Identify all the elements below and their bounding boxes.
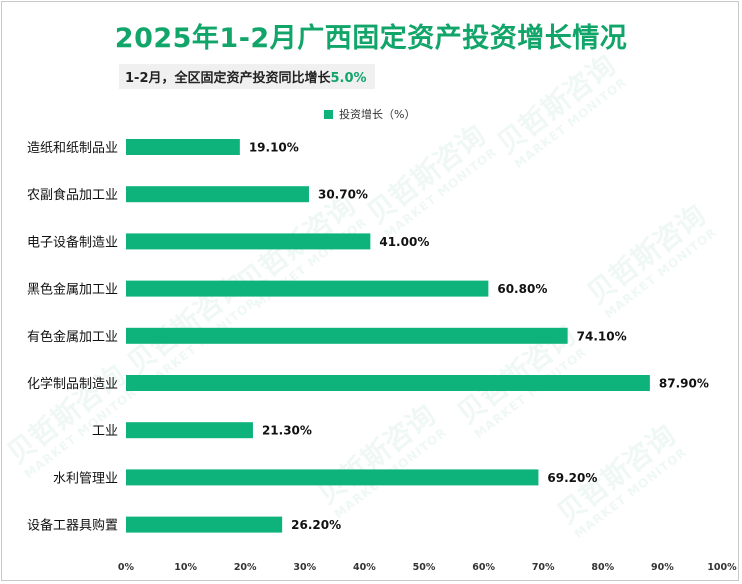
x-tick-labels: 0% 10% 20% 30% 40% 50% 60% 70% 80% 90% 100%: [118, 562, 737, 573]
data-label: 21.30%: [262, 424, 312, 438]
bar: [126, 186, 309, 203]
category-labels: 造纸和纸制品业农副食品加工业电子设备制造业黑色金属加工业有色金属加工业化学制品制…: [27, 141, 118, 534]
category-label: 工业: [92, 424, 118, 439]
category-label: 造纸和纸制品业: [27, 141, 118, 156]
bar: [126, 516, 283, 533]
bar: [126, 469, 539, 486]
subtitle-box: 1-2月，全区固定资产投资同比增长5.0%: [119, 64, 375, 89]
legend: 投资增长（%）: [324, 106, 415, 122]
bar: [126, 375, 650, 391]
category-label: 农副食品加工业: [27, 187, 118, 203]
data-label: 60.80%: [497, 282, 547, 296]
category-label: 黑色金属加工业: [27, 282, 118, 298]
category-label: 电子设备制造业: [27, 234, 118, 250]
data-label: 74.10%: [577, 329, 627, 343]
x-tick-label: 60%: [472, 562, 495, 573]
x-tick-label: 40%: [353, 562, 376, 573]
x-tick-label: 70%: [532, 562, 555, 573]
bar: [126, 280, 489, 297]
data-label: 69.20%: [547, 471, 597, 485]
value-labels: 19.10% 30.70% 41.00% 60.80% 74.10% 87.90% 21.3…: [249, 141, 709, 533]
category-label: 化学制品制造业: [27, 376, 118, 392]
x-tick-label: 90%: [651, 562, 674, 573]
bar: [126, 422, 253, 439]
legend-swatch: [324, 110, 333, 119]
x-tick-label: 30%: [293, 562, 316, 573]
chart-title: 2025年1-2月广西固定资产投资增长情况: [114, 23, 628, 54]
data-label: 30.70%: [318, 188, 368, 202]
data-label: 41.00%: [379, 235, 429, 249]
subtitle-value: 5.0%: [330, 71, 367, 86]
category-label: 水利管理业: [53, 471, 118, 486]
bars-layer: [126, 139, 650, 533]
x-tick-label: 50%: [413, 562, 436, 573]
x-tick-label: 100%: [707, 562, 737, 573]
data-label: 87.90%: [659, 377, 709, 391]
category-label: 有色金属加工业: [27, 329, 118, 345]
data-label: 19.10%: [249, 141, 299, 155]
subtitle-text: 1-2月，全区固定资产投资同比增长: [125, 71, 331, 86]
x-tick-label: 10%: [174, 562, 197, 573]
bar: [126, 233, 371, 250]
category-label: 设备工器具购置: [27, 518, 118, 534]
x-tick-label: 80%: [591, 562, 614, 573]
bar: [126, 139, 240, 155]
data-label: 26.20%: [291, 518, 341, 532]
x-tick-label: 20%: [234, 562, 257, 573]
legend-label: 投资增长（%）: [339, 108, 416, 121]
bar: [126, 327, 568, 344]
x-tick-label: 0%: [118, 562, 135, 573]
